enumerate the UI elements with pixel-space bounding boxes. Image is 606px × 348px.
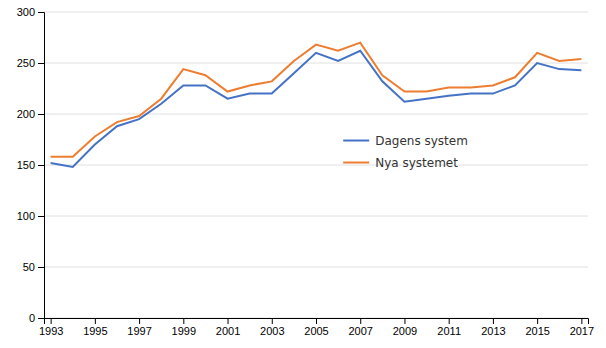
tick-mark xyxy=(139,318,140,324)
tick-label: 2013 xyxy=(481,325,505,337)
tick-mark xyxy=(228,318,229,324)
tick: 100 xyxy=(17,210,44,222)
tick-mark xyxy=(404,318,405,324)
grid xyxy=(44,12,588,318)
tick: 1993 xyxy=(39,318,63,337)
chart: 1993 1995 1997 1999 2001 2003 2005 2007 2009 2011… xyxy=(0,0,606,348)
tick-label: 100 xyxy=(17,210,35,222)
tick-label: 2011 xyxy=(437,325,461,337)
tick-label: 2009 xyxy=(393,325,417,337)
tick: 1999 xyxy=(172,318,196,337)
legend-swatch xyxy=(343,162,369,164)
tick-label: 1999 xyxy=(172,325,196,337)
grid-line xyxy=(44,63,588,64)
legend-item: Dagens system xyxy=(343,134,468,148)
line-series xyxy=(51,43,582,157)
tick-label: 1993 xyxy=(39,325,63,337)
tick-mark xyxy=(95,318,96,324)
tick-label: 150 xyxy=(17,159,35,171)
tick: 2003 xyxy=(260,318,284,337)
tick-mark xyxy=(493,318,494,324)
tick: 250 xyxy=(17,57,44,69)
grid-line xyxy=(44,216,588,217)
tick: 300 xyxy=(17,6,44,18)
y-axis: 0 50 100 150 200 250 300 xyxy=(17,6,45,324)
tick-label: 0 xyxy=(29,312,35,324)
tick: 2013 xyxy=(481,318,505,337)
tick-mark xyxy=(38,267,44,268)
grid-line xyxy=(44,165,588,166)
tick-label: 2015 xyxy=(525,325,549,337)
grid-line xyxy=(44,267,588,268)
tick-label: 2001 xyxy=(216,325,240,337)
tick-label: 200 xyxy=(17,108,35,120)
tick-mark xyxy=(51,318,52,324)
legend: Dagens system Nya systemet xyxy=(343,134,468,170)
tick-mark xyxy=(581,318,582,324)
tick-label: 2017 xyxy=(570,325,594,337)
tick-label: 250 xyxy=(17,57,35,69)
axis-line xyxy=(45,319,589,325)
tick-mark xyxy=(38,114,44,115)
tick-mark xyxy=(38,165,44,166)
lines xyxy=(51,43,582,167)
tick-label: 2003 xyxy=(260,325,284,337)
tick: 1997 xyxy=(127,318,151,337)
tick-mark xyxy=(38,63,44,64)
tick: 2011 xyxy=(437,318,461,337)
plot: 1993 1995 1997 1999 2001 2003 2005 2007 2009 2011… xyxy=(17,6,594,337)
line-series xyxy=(51,51,582,167)
tick: 2001 xyxy=(216,318,240,337)
tick-mark xyxy=(360,318,361,324)
tick-mark xyxy=(38,216,44,217)
legend-swatch xyxy=(343,140,369,142)
tick-mark xyxy=(272,318,273,324)
tick-mark xyxy=(316,318,317,324)
tick: 2007 xyxy=(348,318,372,337)
tick: 150 xyxy=(17,159,44,171)
legend-label: Dagens system xyxy=(375,134,468,148)
tick: 2005 xyxy=(304,318,328,337)
tick: 2009 xyxy=(393,318,417,337)
tick-label: 2005 xyxy=(304,325,328,337)
tick: 0 xyxy=(29,312,44,324)
tick: 1995 xyxy=(83,318,107,337)
legend-label: Nya systemet xyxy=(375,156,458,170)
tick-label: 1995 xyxy=(83,325,107,337)
tick-mark xyxy=(38,12,44,13)
tick-label: 300 xyxy=(17,6,35,18)
grid-line xyxy=(44,12,588,13)
tick-mark xyxy=(449,318,450,324)
tick: 200 xyxy=(17,108,44,120)
axis-line xyxy=(38,13,45,319)
grid-line xyxy=(44,114,588,115)
tick: 50 xyxy=(23,261,44,273)
tick-label: 1997 xyxy=(127,325,151,337)
x-axis: 1993 1995 1997 1999 2001 2003 2005 2007 2009 2011… xyxy=(39,318,594,337)
tick-mark xyxy=(38,318,44,319)
tick: 2015 xyxy=(525,318,549,337)
tick-mark xyxy=(183,318,184,324)
tick-label: 2007 xyxy=(348,325,372,337)
legend-item: Nya systemet xyxy=(343,156,458,170)
tick: 2017 xyxy=(570,318,594,337)
tick-mark xyxy=(537,318,538,324)
tick-label: 50 xyxy=(23,261,35,273)
